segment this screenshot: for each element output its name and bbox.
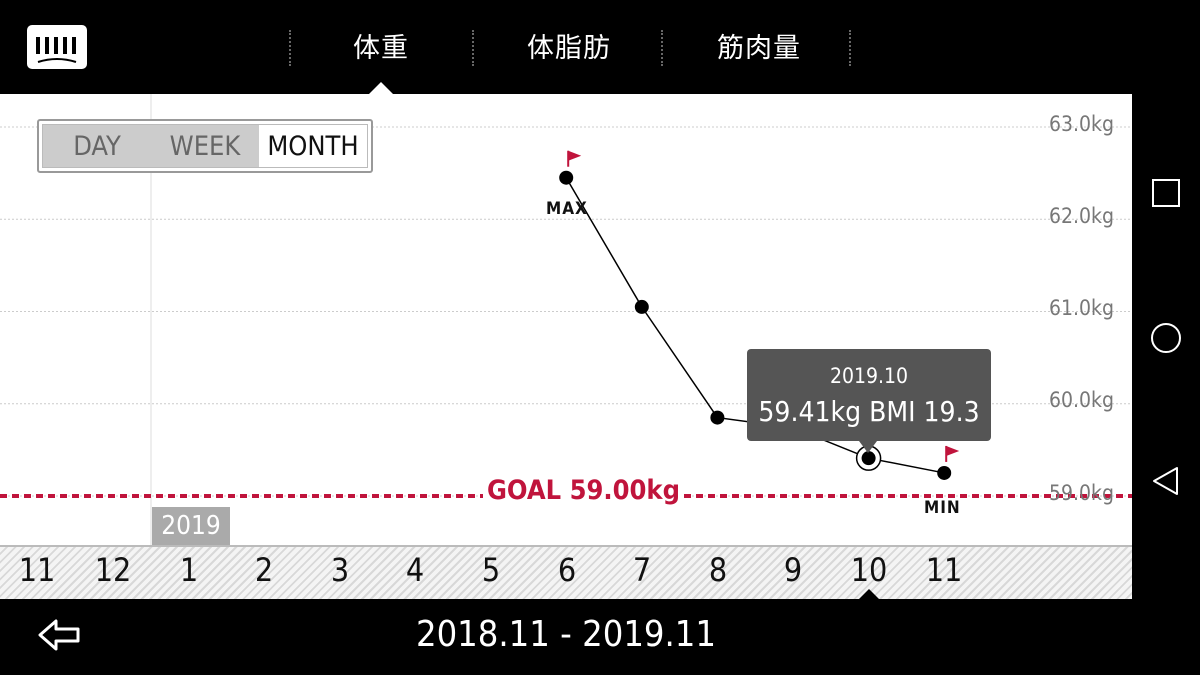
x-tick-label[interactable]: 11 [18, 551, 56, 589]
data-point [559, 170, 574, 185]
x-tick-label[interactable]: 11 [925, 551, 963, 589]
x-tick-label[interactable]: 1 [179, 551, 199, 589]
x-tick-label[interactable]: 3 [330, 551, 350, 589]
data-point [710, 410, 725, 425]
y-tick-label: 62.0kg [1049, 204, 1114, 228]
max-label: MAX [546, 199, 588, 219]
tab-divider [289, 30, 291, 66]
min-label: MIN [924, 498, 961, 518]
x-tick-label[interactable]: 12 [94, 551, 132, 589]
y-tick-label: 63.0kg [1049, 112, 1114, 136]
year-label: 2019 [152, 507, 230, 545]
range-week-button[interactable]: WEEK [151, 125, 259, 167]
range-toggle: DAY WEEK MONTH [37, 119, 373, 173]
system-nav-bar [1132, 0, 1200, 675]
tab-muscle-mass[interactable]: 筋肉量 [717, 33, 801, 64]
x-tick-label[interactable]: 4 [405, 551, 425, 589]
date-range: 2018.11 - 2019.11 [415, 614, 717, 655]
selected-month-indicator [859, 589, 879, 599]
point-tooltip: 2019.10 59.41kg BMI 19.3 [747, 349, 991, 453]
max-flag-icon [568, 150, 582, 161]
y-tick-label: 61.0kg [1049, 296, 1114, 320]
y-tick-label: 60.0kg [1049, 388, 1114, 412]
x-tick-label[interactable]: 2 [254, 551, 274, 589]
min-flag-icon [946, 445, 960, 456]
x-tick-label[interactable]: 8 [708, 551, 728, 589]
x-tick-label[interactable]: 7 [632, 551, 652, 589]
x-tick-label[interactable]: 5 [481, 551, 501, 589]
bar-logo-icon[interactable] [26, 24, 88, 70]
data-point [937, 465, 952, 480]
top-bar: 体重 体脂肪 筋肉量 [0, 0, 1132, 94]
range-day-button[interactable]: DAY [43, 125, 151, 167]
goal-label: GOAL 59.00kg [483, 475, 684, 506]
tab-body-fat[interactable]: 体脂肪 [527, 33, 611, 64]
bottom-bar: 2018.11 - 2019.11 [0, 599, 1132, 675]
tooltip-value: 59.41kg BMI 19.3 [758, 395, 980, 428]
back-arrow-icon[interactable] [36, 617, 82, 653]
range-month-button[interactable]: MONTH [259, 125, 367, 167]
tab-divider [849, 30, 851, 66]
tooltip-date: 2019.10 [829, 364, 909, 388]
month-axis: 11 12 1 2 3 4 5 6 7 8 9 10 11 [0, 545, 1132, 599]
active-tab-indicator [369, 82, 393, 94]
back-triangle-icon[interactable] [1149, 464, 1183, 498]
tab-divider [472, 30, 474, 66]
x-tick-label[interactable]: 10 [850, 551, 888, 589]
tooltip-pointer [859, 441, 877, 453]
data-point [861, 451, 876, 466]
y-tick-label: 59.0kg [1049, 481, 1114, 505]
recents-square-icon[interactable] [1149, 176, 1183, 210]
home-circle-icon[interactable] [1149, 321, 1183, 355]
x-tick-label[interactable]: 9 [783, 551, 803, 589]
tab-divider [661, 30, 663, 66]
tab-weight[interactable]: 体重 [353, 33, 409, 64]
data-point [634, 299, 649, 314]
x-tick-label[interactable]: 6 [557, 551, 577, 589]
